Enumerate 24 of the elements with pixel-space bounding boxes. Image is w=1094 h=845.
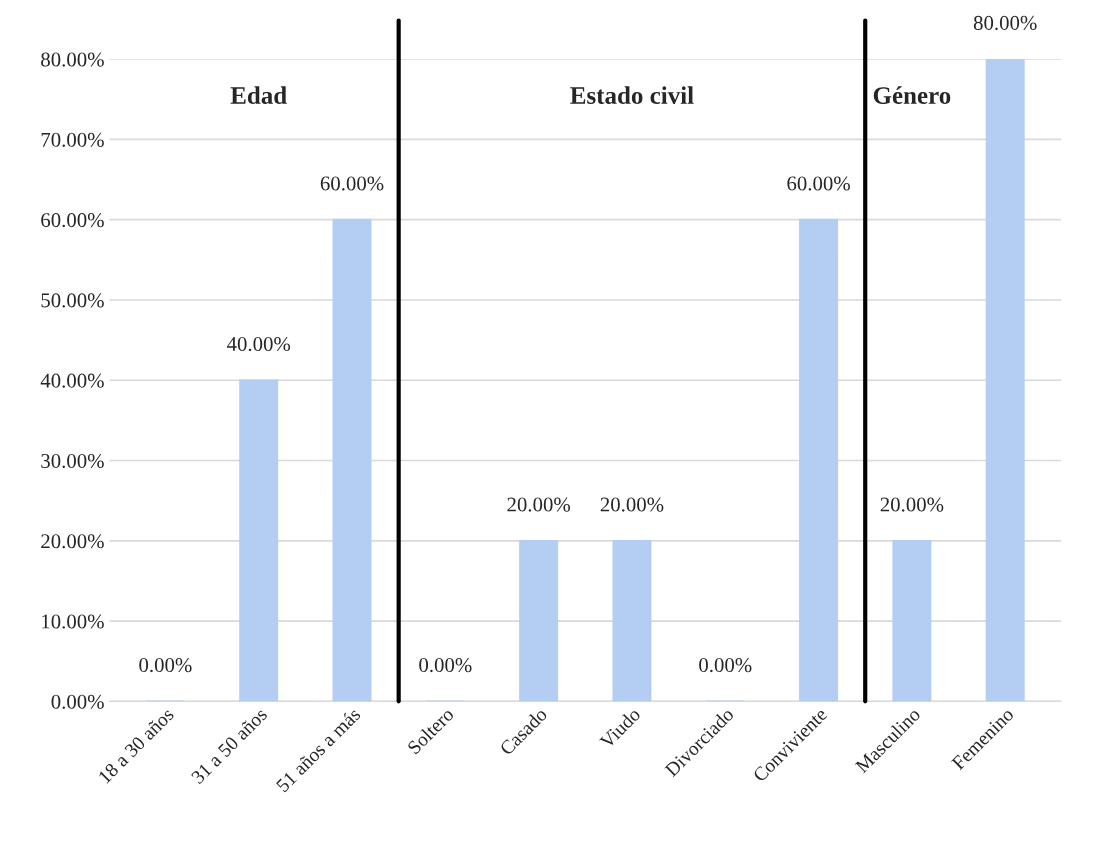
x-tick-label: 51 años a más bbox=[275, 706, 362, 793]
data-label: 0.00% bbox=[699, 658, 752, 673]
annotation: Género bbox=[873, 86, 951, 104]
y-tick-label: 70.00% bbox=[41, 132, 104, 147]
y-tick-label: 0.00% bbox=[51, 694, 104, 709]
data-label: 0.00% bbox=[419, 658, 472, 673]
y-tick-label: 10.00% bbox=[42, 614, 104, 629]
y-tick-label: 40.00% bbox=[40, 373, 104, 388]
annotation: Estado civil bbox=[570, 86, 694, 104]
y-tick-label: 50.00% bbox=[41, 293, 104, 308]
data-label: 40.00% bbox=[226, 336, 291, 352]
x-tick-label: 31 a 50 años bbox=[190, 706, 268, 785]
data-label: 60.00% bbox=[787, 176, 850, 191]
y-tick-label: 60.00% bbox=[41, 213, 104, 228]
y-tick-label: 80.00% bbox=[41, 52, 104, 67]
y-tick-label: 30.00% bbox=[41, 453, 104, 469]
data-label: 60.00% bbox=[320, 176, 384, 191]
data-label: 80.00% bbox=[973, 15, 1037, 31]
y-tick-label: 20.00% bbox=[41, 534, 104, 549]
annotation: Edad bbox=[230, 86, 287, 104]
data-label: 0.00% bbox=[139, 658, 192, 673]
data-label: 20.00% bbox=[600, 497, 664, 512]
data-label: 20.00% bbox=[880, 497, 944, 512]
data-label: 20.00% bbox=[507, 497, 571, 512]
